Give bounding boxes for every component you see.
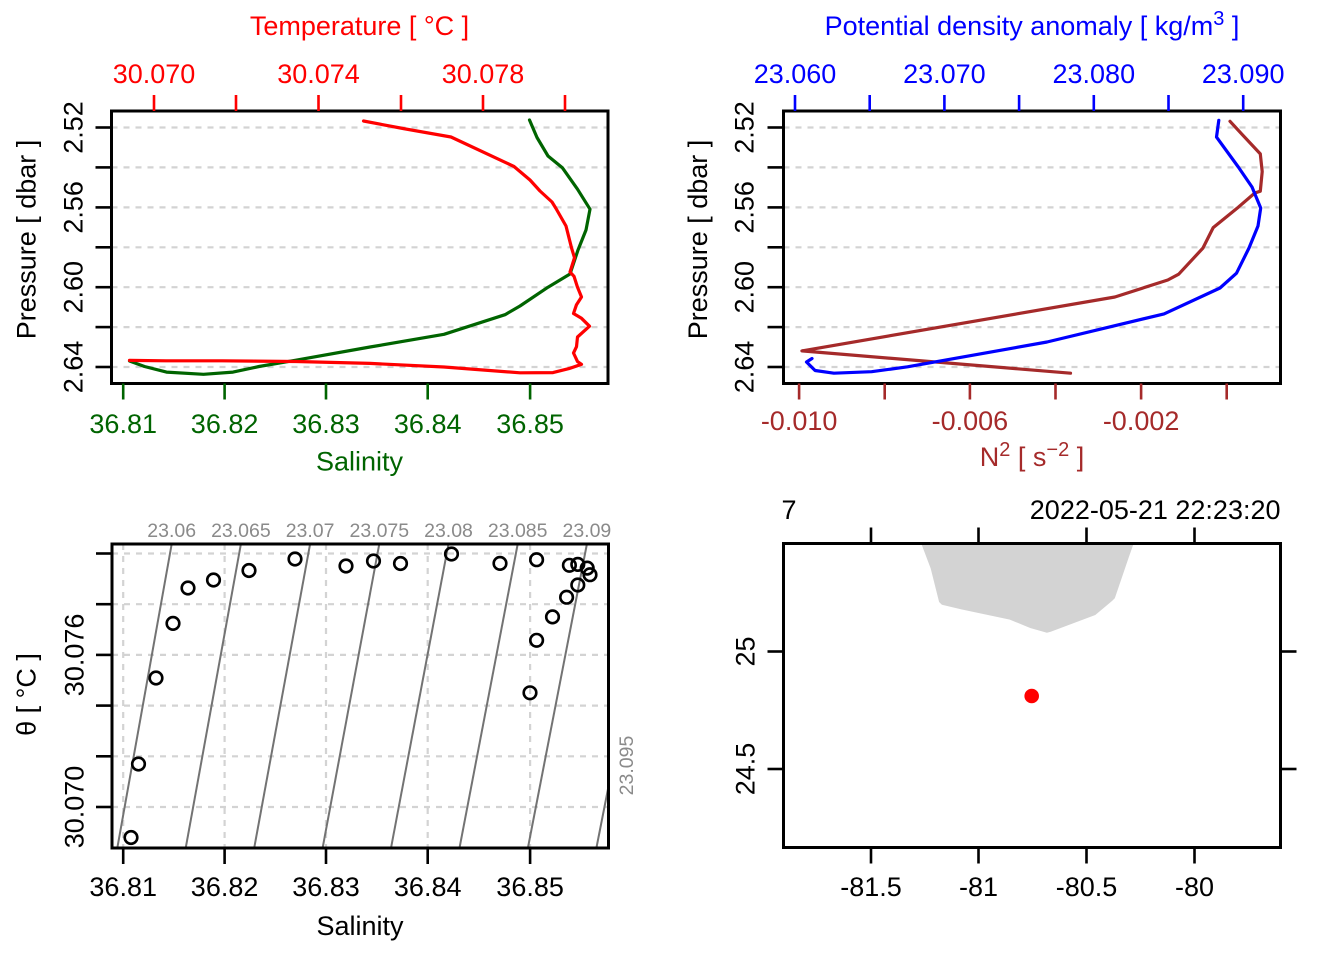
svg-text:Pressure [ dbar ]: Pressure [ dbar ]	[12, 140, 42, 340]
svg-text:θ [ °C ]: θ [ °C ]	[12, 653, 42, 736]
svg-text:36.81: 36.81	[89, 872, 157, 902]
svg-text:36.81: 36.81	[89, 409, 157, 439]
svg-text:36.82: 36.82	[191, 872, 259, 902]
svg-text:2.52: 2.52	[730, 101, 760, 154]
svg-text:2.52: 2.52	[59, 101, 89, 154]
svg-text:-81: -81	[959, 872, 998, 902]
svg-text:23.095: 23.095	[616, 736, 638, 796]
svg-text:-81.5: -81.5	[840, 872, 902, 902]
svg-text:30.078: 30.078	[442, 59, 525, 89]
svg-text:Potential density anomaly [ kg: Potential density anomaly [ kg/m3 ]	[825, 8, 1240, 41]
svg-text:23.06: 23.06	[147, 520, 196, 542]
svg-text:Temperature [ °C ]: Temperature [ °C ]	[250, 11, 469, 41]
svg-text:23.075: 23.075	[349, 520, 409, 542]
svg-text:7: 7	[782, 495, 797, 525]
svg-text:30.074: 30.074	[277, 59, 360, 89]
svg-text:36.83: 36.83	[292, 872, 360, 902]
svg-text:30.076: 30.076	[60, 614, 90, 697]
svg-text:-80.5: -80.5	[1056, 872, 1118, 902]
svg-text:2.60: 2.60	[730, 261, 760, 314]
svg-text:36.83: 36.83	[292, 409, 360, 439]
svg-text:2.64: 2.64	[59, 341, 89, 394]
svg-text:2.60: 2.60	[59, 261, 89, 314]
svg-text:23.07: 23.07	[286, 520, 335, 542]
svg-text:23.085: 23.085	[488, 520, 548, 542]
svg-text:23.08: 23.08	[424, 520, 473, 542]
svg-text:24.5: 24.5	[731, 743, 761, 796]
svg-text:23.070: 23.070	[903, 59, 986, 89]
svg-text:23.090: 23.090	[1202, 59, 1285, 89]
svg-text:36.85: 36.85	[496, 409, 564, 439]
svg-text:2.64: 2.64	[730, 341, 760, 394]
svg-text:23.060: 23.060	[754, 59, 837, 89]
svg-text:2.56: 2.56	[730, 181, 760, 234]
svg-text:23.09: 23.09	[562, 520, 611, 542]
svg-text:36.84: 36.84	[394, 872, 462, 902]
svg-text:30.070: 30.070	[60, 766, 90, 849]
svg-text:25: 25	[731, 636, 761, 666]
svg-text:30.070: 30.070	[113, 59, 196, 89]
svg-text:-80: -80	[1175, 872, 1214, 902]
svg-text:36.82: 36.82	[191, 409, 259, 439]
svg-text:36.85: 36.85	[496, 872, 564, 902]
svg-text:Salinity: Salinity	[316, 447, 404, 477]
svg-text:N2 [ s−2 ]: N2 [ s−2 ]	[980, 439, 1084, 472]
svg-text:36.84: 36.84	[394, 409, 462, 439]
svg-text:-0.002: -0.002	[1103, 406, 1180, 436]
svg-text:-0.006: -0.006	[932, 406, 1009, 436]
svg-text:23.065: 23.065	[211, 520, 271, 542]
svg-text:Salinity: Salinity	[316, 911, 404, 941]
svg-text:Pressure [ dbar ]: Pressure [ dbar ]	[683, 140, 713, 340]
svg-text:-0.010: -0.010	[761, 406, 838, 436]
svg-text:2022-05-21 22:23:20: 2022-05-21 22:23:20	[1030, 495, 1281, 525]
svg-text:2.56: 2.56	[59, 181, 89, 234]
svg-text:23.080: 23.080	[1053, 59, 1136, 89]
